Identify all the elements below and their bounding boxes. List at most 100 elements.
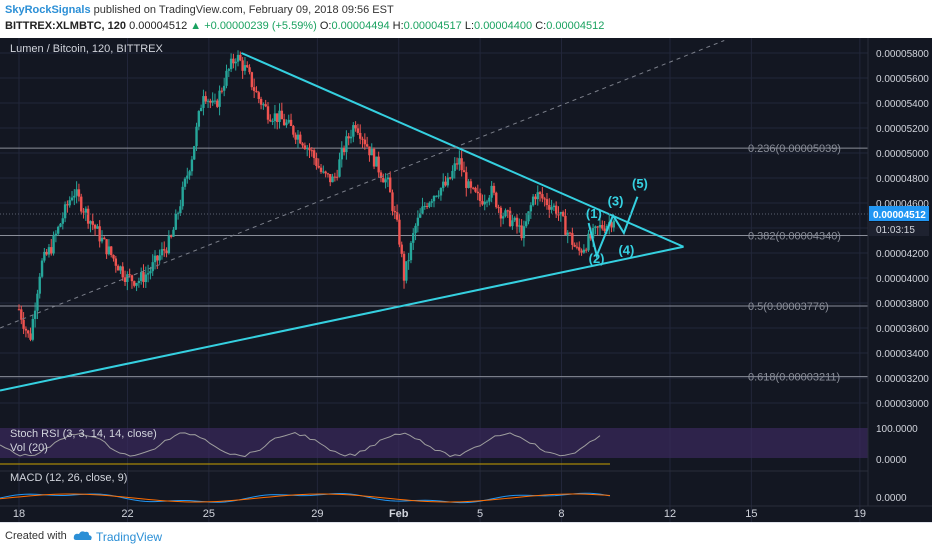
candle-body [584, 249, 588, 251]
candle-body [241, 60, 244, 71]
candle-body [100, 237, 104, 242]
price-tick-label: 0.00004000 [876, 274, 929, 285]
candle-body [423, 205, 426, 207]
candle-body [116, 265, 120, 271]
candle-body [202, 96, 205, 108]
candle-body [204, 96, 207, 102]
candle-body [289, 119, 293, 127]
candle-body [91, 221, 94, 225]
time-tick-label: 29 [311, 508, 323, 520]
candle-body [218, 90, 221, 107]
candle-body [149, 271, 152, 274]
chart-title: Lumen / Bitcoin, 120, BITTREX [10, 43, 164, 55]
candle-body [448, 177, 452, 179]
candle-body [384, 179, 387, 183]
candle-body [541, 194, 544, 199]
tradingview-brand-link[interactable]: TradingView [96, 530, 163, 544]
wave-label: (4) [618, 242, 634, 257]
candle-body [77, 189, 81, 197]
macd-label: MACD (12, 26, close, 9) [10, 472, 127, 484]
candle-body [566, 232, 569, 235]
candle-body [430, 201, 433, 203]
candle-body [554, 205, 558, 215]
candle-body [561, 212, 565, 216]
candle-body [144, 274, 147, 283]
candle-body [225, 70, 228, 86]
candle-body [169, 235, 173, 237]
low-label: L: [464, 20, 475, 32]
candle-body [262, 104, 265, 106]
candle-body [529, 205, 533, 212]
candle-body [121, 266, 124, 278]
macd-signal-line [0, 493, 611, 503]
candle-body [412, 233, 415, 243]
candle-body [179, 206, 182, 214]
candle-body [294, 134, 297, 140]
candle-body [216, 100, 219, 107]
candle-body [501, 216, 505, 219]
candle-body [407, 260, 410, 262]
chart-area[interactable]: 0.236(0.00005039) 0.382(0.00004340) 0.5(0.… [0, 38, 932, 522]
candle-body [73, 195, 76, 198]
candle-body [103, 237, 106, 240]
candle-body [326, 173, 330, 175]
candle-body [84, 208, 88, 213]
high-value: 0.00004517 [403, 20, 462, 32]
candle-body [209, 100, 212, 103]
candle-body [458, 158, 461, 165]
candle-body [266, 106, 270, 120]
candle-body [522, 226, 526, 239]
candle-body [128, 274, 131, 276]
candle-body [598, 224, 602, 228]
candle-body [513, 217, 516, 221]
price-tick-label: 0.00003000 [876, 399, 929, 410]
candle-body [391, 192, 394, 212]
candle-body [317, 165, 320, 168]
wave-label: (3) [608, 194, 624, 209]
candle-body [70, 197, 74, 201]
candle-body [568, 232, 572, 234]
candle-body [402, 253, 406, 281]
candle-body [59, 223, 62, 227]
candle-body [112, 254, 115, 259]
candle-body [181, 186, 184, 207]
candle-body [20, 309, 23, 320]
candle-body [105, 239, 108, 255]
tradingview-cloud-icon[interactable] [73, 529, 93, 543]
candle-body [31, 318, 35, 340]
price-chart[interactable]: 0.236(0.00005039) 0.382(0.00004340) 0.5(0.… [0, 38, 932, 522]
candle-body [188, 171, 191, 176]
candle-body [66, 204, 69, 206]
price-tick-label: 0.00003200 [876, 374, 929, 385]
time-tick-label: 15 [745, 508, 757, 520]
candle-body [82, 211, 85, 213]
open-value: 0.00004494 [331, 20, 390, 32]
candle-body [259, 98, 263, 105]
candle-body [342, 148, 346, 153]
candle-body [269, 119, 272, 122]
candle-body [414, 225, 417, 234]
candle-body [453, 163, 456, 171]
candle-body [386, 177, 390, 180]
high-label: H: [392, 20, 404, 32]
candle-body [43, 251, 46, 261]
author-link[interactable]: SkyRockSignals [5, 4, 91, 16]
candle-body [45, 251, 48, 255]
candle-body [195, 126, 198, 147]
candle-body [252, 87, 256, 91]
candle-body [98, 226, 101, 242]
candle-body [379, 172, 383, 179]
candle-body [418, 213, 422, 218]
candle-body [421, 206, 424, 214]
candle-body [395, 212, 399, 220]
candle-body [601, 224, 604, 229]
candle-body [322, 171, 325, 173]
axes: 100.0000 0.0000 0.0000 0.00005800 0.00005600… [0, 38, 932, 520]
candle-body [27, 330, 30, 334]
candle-body [333, 176, 337, 178]
candle-body [40, 260, 44, 277]
candle-body [211, 100, 214, 103]
candle-body [603, 228, 606, 232]
indicators: Stoch RSI (3, 3, 14, 14, close) Vol (20) M… [0, 428, 868, 504]
candle-body [508, 210, 512, 227]
